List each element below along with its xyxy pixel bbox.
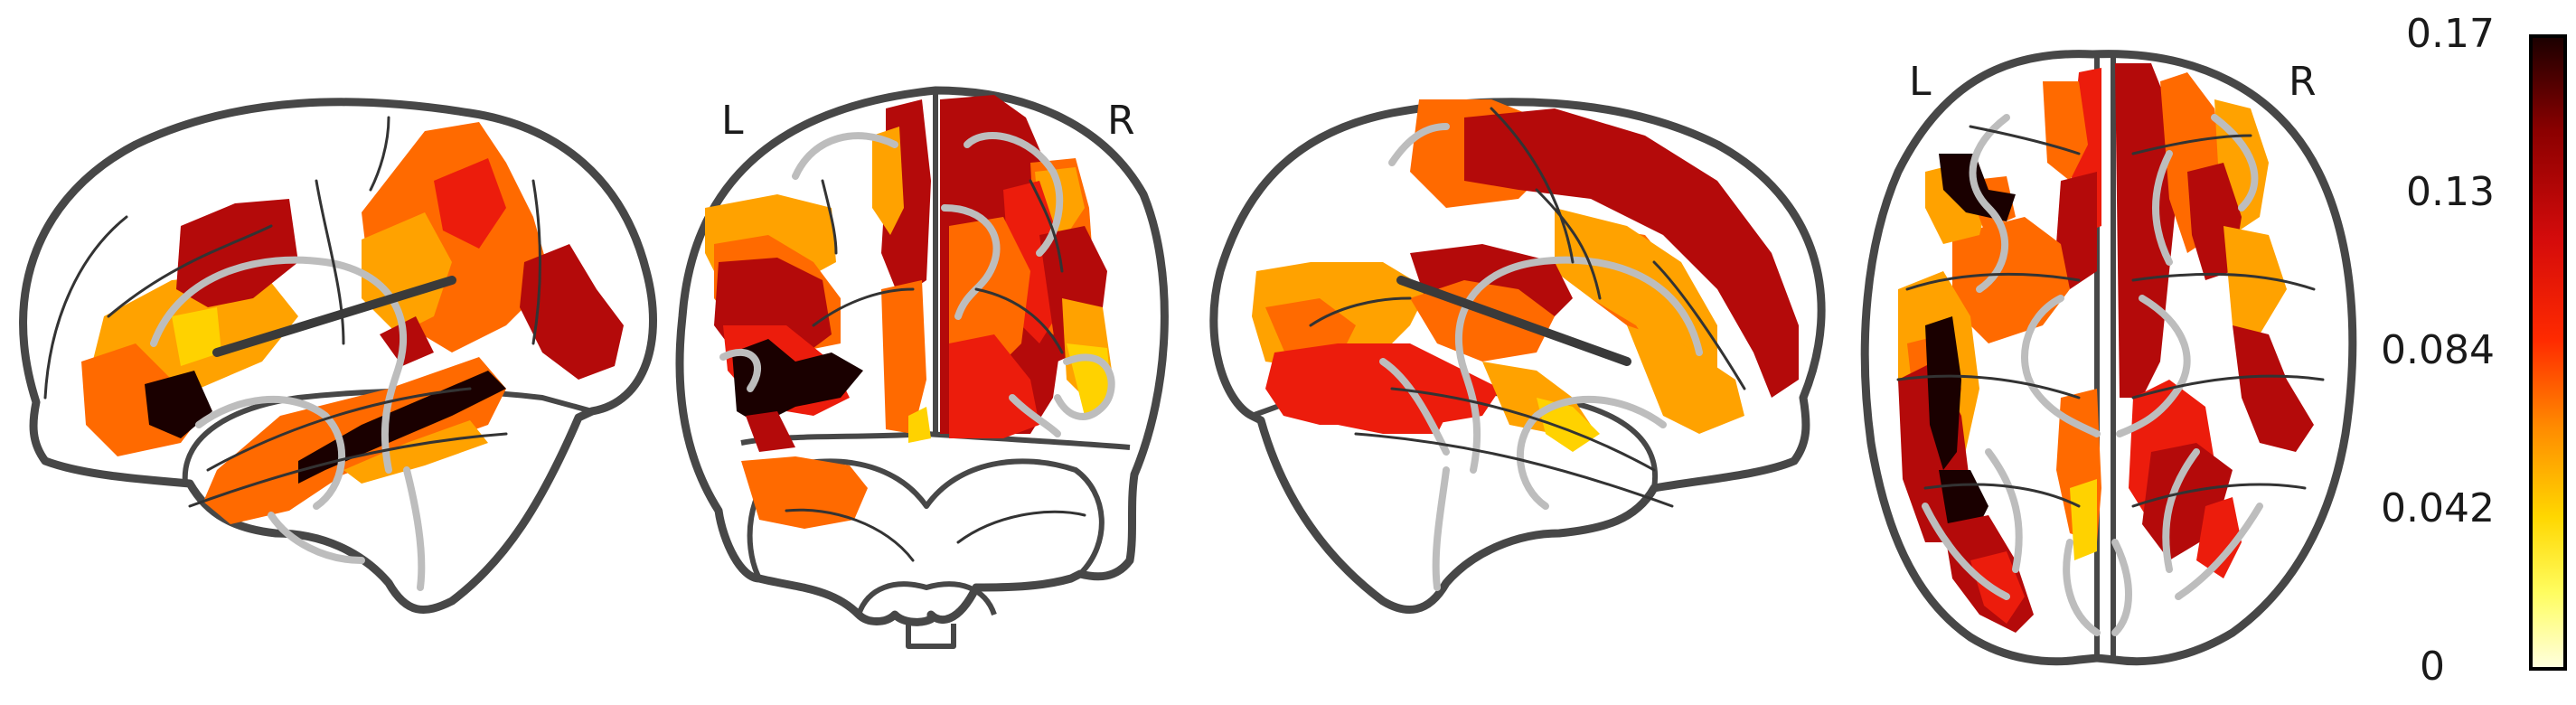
colorbar-tick-label: 0.13	[2406, 169, 2495, 215]
colorbar-tick-label: 0.17	[2406, 11, 2495, 57]
coronal-view: L R	[680, 90, 1164, 646]
left-orientation-label: L	[721, 98, 744, 144]
colorbar-tick-label: 0.042	[2381, 485, 2495, 531]
right-orientation-label: R	[2289, 59, 2317, 105]
left-sagittal-view	[24, 102, 653, 610]
colorbar-tick-label: 0.084	[2381, 327, 2495, 373]
axial-view: L R	[1865, 54, 2353, 662]
colorbar-gradient	[2531, 36, 2565, 669]
colorbar-tick-label: 0	[2420, 644, 2445, 690]
colorbar: 0.17 0.13 0.084 0.042 0	[2381, 11, 2565, 690]
right-sagittal-view	[1214, 99, 1821, 610]
left-orientation-label: L	[1909, 59, 1932, 105]
right-orientation-label: R	[1107, 98, 1135, 144]
